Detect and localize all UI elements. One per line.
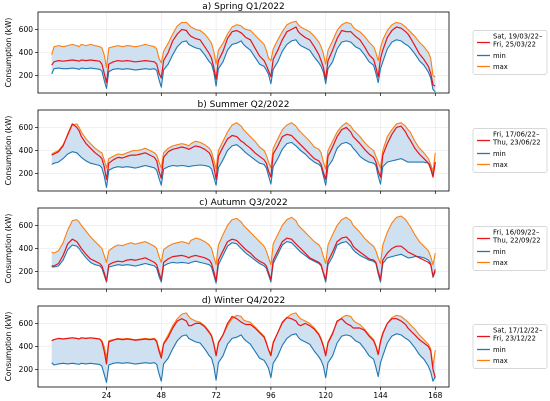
- y-axis-label: Consumption (kW): [4, 18, 13, 88]
- series-line-max: [51, 215, 436, 266]
- min-max-band: [51, 216, 436, 284]
- plot-area: [51, 215, 436, 284]
- legend-label-min: min: [493, 150, 506, 158]
- legend-box: [472, 128, 548, 173]
- legend-label-week-line1: Fri, 17/06/22–: [493, 131, 540, 139]
- series-line-week: [51, 26, 436, 87]
- y-axis-label: Consumption (kW): [4, 116, 13, 186]
- legend: Sat, 17/12/22–Fri, 23/12/22 min max: [472, 324, 548, 369]
- chart-title: c) Autumn Q3/2022: [199, 198, 288, 208]
- legend-label-min: min: [493, 52, 506, 60]
- y-axis-label: Consumption (kW): [4, 214, 13, 284]
- legend-label-week-line2: Thu, 22/09/22: [492, 237, 541, 245]
- y-tick-label: 600: [19, 319, 34, 328]
- y-tick-label: 400: [19, 342, 34, 351]
- series-line-max: [51, 20, 436, 78]
- min-max-band: [51, 21, 436, 92]
- y-tick-label: 600: [19, 25, 34, 34]
- x-tick-label: 72: [211, 391, 221, 400]
- y-tick-label: 400: [19, 146, 34, 155]
- plot-area: [51, 20, 436, 93]
- legend-label-week-line1: Sat, 19/03/22–: [493, 33, 543, 41]
- legend-box: [472, 324, 548, 369]
- x-tick-label: 168: [428, 391, 443, 400]
- legend: Sat, 19/03/22–Fri, 25/03/22 min max: [472, 30, 548, 75]
- chart-panel-2: 200 400 600 b) Summer Q2/2022 Consumption (k…: [4, 100, 548, 194]
- legend-box: [472, 226, 548, 271]
- chart-panel-4: 200 400 600 24 48 72 96 120 144 168 d) Winter Q4/2…: [4, 296, 548, 400]
- y-tick-label: 200: [19, 365, 34, 374]
- y-tick-label: 200: [19, 169, 34, 178]
- legend-label-week-line1: Sat, 17/12/22–: [493, 327, 543, 335]
- chart-panel-3: 200 400 600 c) Autumn Q3/2022 Consumption (k…: [4, 198, 548, 292]
- legend-label-min: min: [493, 248, 506, 256]
- legend-label-min: min: [493, 346, 506, 354]
- legend-label-week-line2: Thu, 23/06/22: [492, 139, 541, 147]
- legend: Fri, 16/09/22–Thu, 22/09/22 min max: [472, 226, 548, 271]
- legend-label-max: max: [493, 63, 508, 71]
- min-max-band: [51, 122, 436, 188]
- y-tick-label: 200: [19, 71, 34, 80]
- legend-label-week-line1: Fri, 16/09/22–: [493, 229, 540, 237]
- legend-label-week-line2: Fri, 25/03/22: [493, 41, 536, 49]
- plot-area: [51, 122, 436, 189]
- x-tick-label: 48: [157, 391, 167, 400]
- legend-label-max: max: [493, 161, 508, 169]
- series-line-min: [51, 241, 436, 284]
- chart-panel-1: 200 400 600 a) Spring Q1/2022 Consumption (k…: [4, 2, 548, 96]
- series-line-min: [51, 333, 436, 383]
- y-tick-label: 200: [19, 267, 34, 276]
- series-line-week: [51, 123, 436, 180]
- series-line-max: [51, 122, 436, 172]
- y-tick-label: 400: [19, 48, 34, 57]
- series-line-min: [51, 141, 436, 189]
- min-max-band: [51, 312, 436, 383]
- plot-area: [51, 312, 436, 383]
- legend-box: [472, 30, 548, 75]
- series-line-week: [51, 236, 436, 282]
- y-tick-label: 600: [19, 123, 34, 132]
- x-tick-label: 96: [266, 391, 276, 400]
- chart-title: d) Winter Q4/2022: [202, 296, 285, 306]
- series-line-min: [51, 39, 436, 93]
- legend-label-max: max: [493, 259, 508, 267]
- x-tick-label: 144: [373, 391, 388, 400]
- legend: Fri, 17/06/22–Thu, 23/06/22 min max: [472, 128, 548, 173]
- series-line-week: [51, 315, 436, 378]
- legend-label-week-line2: Fri, 23/12/22: [493, 335, 536, 343]
- legend-label-max: max: [493, 357, 508, 365]
- x-tick-label: 24: [102, 391, 112, 400]
- y-tick-label: 400: [19, 244, 34, 253]
- y-tick-label: 600: [19, 221, 34, 230]
- chart-title: b) Summer Q2/2022: [198, 100, 290, 110]
- chart-title: a) Spring Q1/2022: [202, 2, 285, 12]
- y-axis-label: Consumption (kW): [4, 312, 13, 382]
- x-tick-label: 120: [319, 391, 334, 400]
